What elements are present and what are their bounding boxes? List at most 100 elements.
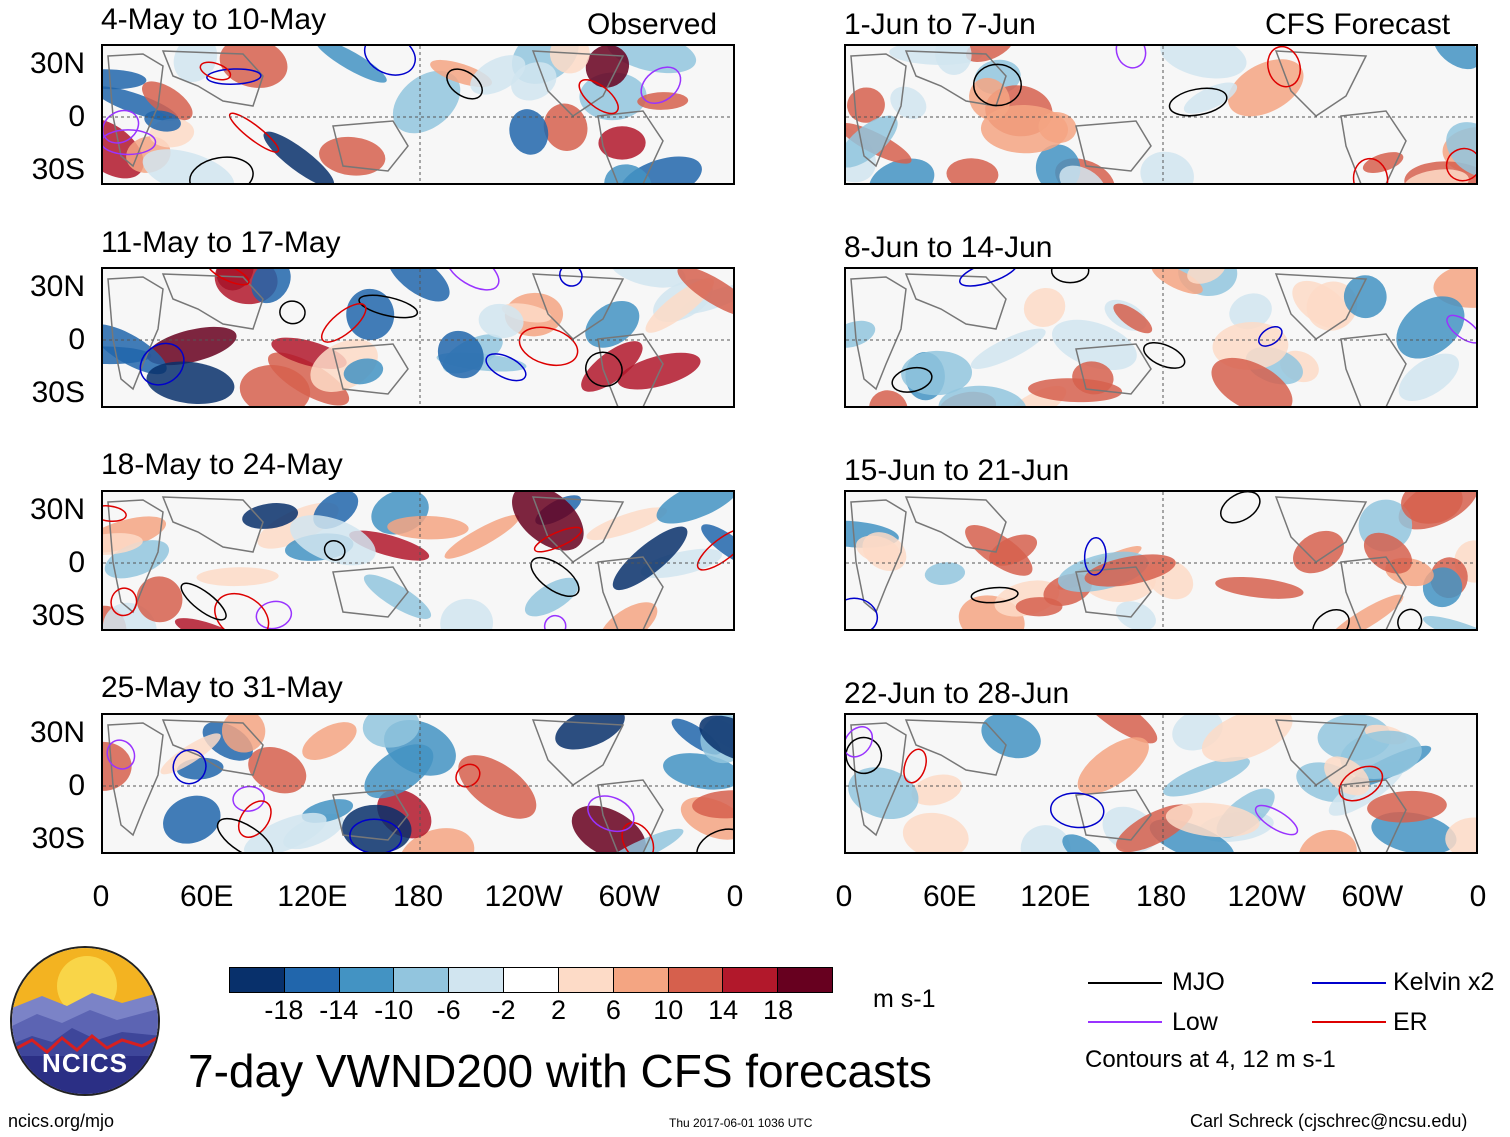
anomaly-blob (1446, 122, 1476, 178)
anomaly-blob (387, 269, 450, 302)
contour-line (1115, 46, 1147, 69)
coastline (904, 273, 1007, 330)
anomaly-blob (103, 118, 144, 179)
coastline (850, 499, 907, 614)
coastline (850, 276, 907, 391)
contour-line (1445, 147, 1476, 182)
anomaly-blob (1015, 597, 1063, 617)
anomaly-blob (1163, 756, 1250, 797)
anomaly-blob (146, 326, 237, 366)
legend-line-low (1088, 1021, 1162, 1023)
coastline (1274, 273, 1368, 340)
anomaly-blob (902, 812, 969, 852)
coastline (1340, 333, 1407, 406)
coastline (597, 110, 664, 183)
anomaly-blob (1433, 269, 1476, 308)
colorbar-tick: -10 (374, 995, 414, 1025)
anomaly-blob (599, 602, 658, 629)
footer-credit: Carl Schreck (cjschrec@ncsu.edu) (1190, 1111, 1468, 1131)
coastline (597, 556, 664, 629)
anomaly-blob (1038, 111, 1077, 144)
anomaly-blob (869, 390, 908, 406)
coastline (107, 722, 164, 837)
colorbar-swatch (558, 968, 614, 992)
lat-label: 0 (68, 546, 85, 579)
anomaly-blob (346, 288, 395, 341)
anomaly-blob (1072, 361, 1114, 395)
contour-line (172, 749, 207, 785)
coastline (107, 499, 164, 614)
colorbar-tick: 18 (763, 995, 794, 1025)
contour-line (903, 748, 927, 784)
lat-label: 30S (31, 153, 85, 186)
anomaly-blob (586, 507, 667, 541)
anomaly-blob (1183, 82, 1238, 114)
coastline (1340, 110, 1407, 183)
lon-label: 180 (392, 880, 444, 913)
contour-line (199, 61, 232, 81)
coastline (531, 273, 625, 340)
colorbar-tick: 6 (605, 995, 621, 1025)
anomaly-blob (692, 790, 733, 819)
contour-line (696, 828, 733, 852)
ncics-logo: NCICS (10, 946, 160, 1096)
coastline (904, 50, 1007, 107)
lat-label: 30N (29, 270, 85, 303)
lon-label: 60E (179, 880, 234, 913)
colorbar-swatch (449, 968, 505, 992)
contour-line (891, 366, 933, 393)
anomaly-blob (924, 562, 966, 585)
anomaly-blob (1187, 269, 1226, 284)
legend-label-er: ER (1393, 1008, 1428, 1036)
anomaly-blob (555, 715, 625, 750)
anomaly-blob (362, 715, 420, 748)
lat-label: 30N (29, 716, 85, 749)
anomaly-blob (1343, 275, 1387, 319)
forecast-panel-title-1: 1-Jun to 7-Jun (844, 8, 1036, 41)
map-field (103, 269, 733, 406)
forecast-panel-title-2: 8-Jun to 14-Jun (844, 231, 1053, 264)
anomaly-blob (512, 492, 584, 551)
coastline (1075, 789, 1152, 841)
contour-line (959, 269, 1018, 287)
contour-line (189, 156, 254, 183)
forecast-map-2 (844, 267, 1478, 408)
contour-line (103, 109, 140, 144)
anomaly-blob (1160, 46, 1247, 79)
map-field (846, 492, 1476, 629)
anomaly-blob (136, 576, 183, 623)
coastline (904, 496, 1007, 553)
legend-line-er (1312, 1021, 1386, 1023)
anomaly-blob (1052, 319, 1137, 371)
anomaly-blob (581, 341, 643, 392)
observed-map-2 (101, 267, 735, 408)
lon-label: 120W (1227, 880, 1306, 913)
contour-line (1338, 765, 1384, 802)
colorbar-tick: -14 (319, 995, 359, 1025)
map-field (846, 715, 1476, 852)
coastline (1075, 343, 1152, 395)
contour-line (1083, 537, 1107, 576)
contour-line (232, 785, 265, 812)
anomaly-blob (103, 324, 167, 375)
anomaly-blob (478, 303, 524, 339)
lon-label: 0 (835, 880, 853, 913)
anomaly-blob (1115, 601, 1156, 629)
colorbar-tick: 14 (708, 995, 739, 1025)
coastline (1075, 120, 1152, 172)
anomaly-blob (1062, 834, 1103, 852)
anomaly-blob (1327, 594, 1404, 629)
anomaly-blob (597, 828, 684, 852)
map-field (103, 715, 733, 852)
lon-label: 60W (598, 880, 661, 913)
lat-label: 30N (29, 493, 85, 526)
colorbar-swatch (230, 968, 285, 992)
coastline (1340, 556, 1407, 629)
lon-label: 0 (1469, 880, 1487, 913)
contour-line (445, 269, 500, 291)
anomaly-blob (364, 744, 434, 799)
contour-line (228, 112, 280, 153)
footer-url[interactable]: ncics.org/mjo (8, 1111, 115, 1131)
anomaly-blob (901, 350, 973, 396)
forecast-map-4 (844, 713, 1478, 854)
